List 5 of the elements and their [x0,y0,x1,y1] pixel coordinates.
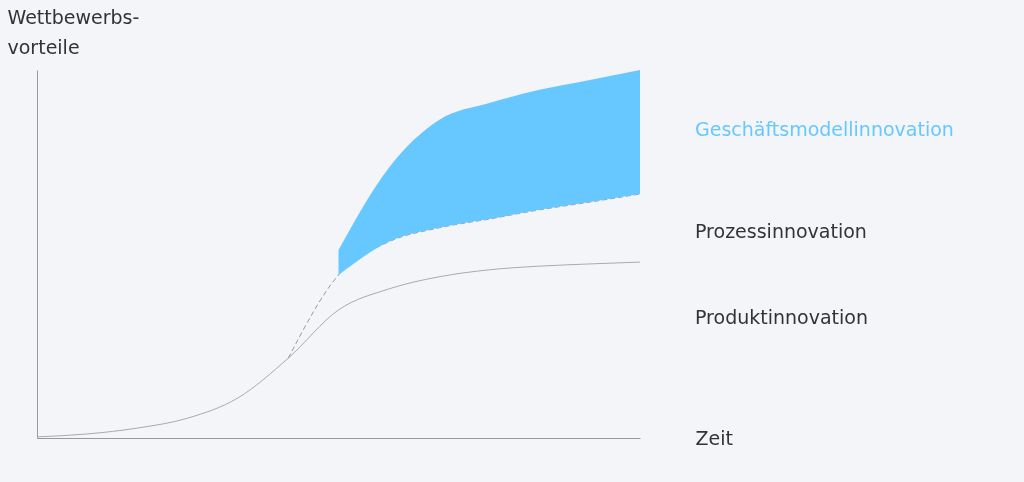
x-axis-title: Zeit [695,426,733,449]
y-axis-title: Wettbewerbs- vorteile [7,5,140,58]
text: Geschäftsmodellinnovation [695,118,954,140]
text: Prozessinnovation [695,220,867,243]
text: Produktinnovation [695,306,868,329]
